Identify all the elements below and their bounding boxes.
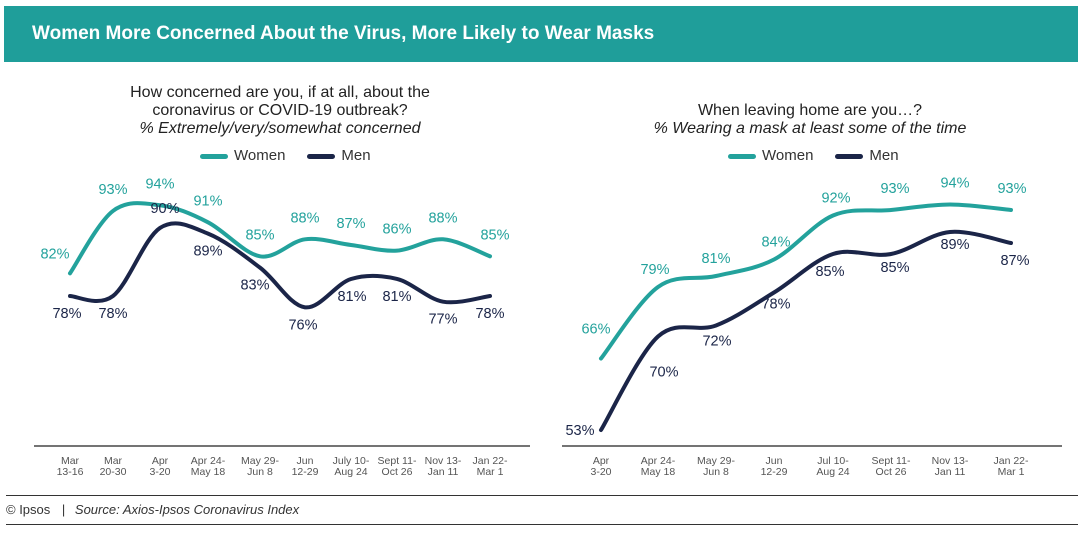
- chart1-x-tick-label: Jun: [297, 455, 314, 467]
- chart1-women-data-label: 91%: [193, 193, 222, 209]
- chart1-women-data-label: 88%: [428, 210, 457, 226]
- chart2-men-data-label: 78%: [761, 297, 790, 313]
- chart2-men-data-label: 89%: [940, 237, 969, 253]
- chart1-x-tick-label: Mar: [104, 455, 123, 467]
- chart1-x-tick-label: 3-20: [149, 466, 170, 478]
- chart1-women-data-label: 94%: [145, 176, 174, 192]
- chart1-x-tick-label: Aug 24: [334, 466, 367, 478]
- chart1-x-tick-label: 20-30: [100, 466, 127, 478]
- chart1-women-data-label: 93%: [98, 182, 127, 198]
- chart1-men-data-label: 81%: [337, 289, 366, 305]
- chart1-x-tick-label: Sept 11-: [378, 455, 417, 467]
- chart1-x-tick-label: Jan 11: [428, 466, 459, 478]
- chart2-title-line1: When leaving home are you…?: [697, 102, 923, 119]
- chart1-x-tick-label: Apr 24-: [191, 455, 226, 467]
- footer-divider-bottom: [6, 524, 1078, 525]
- chart2-x-tick-label: Apr: [593, 455, 610, 467]
- chart1-men-data-label: 83%: [240, 278, 269, 294]
- chart1-x-tick-label: July 10-: [333, 455, 370, 467]
- chart2-women-data-label: 93%: [880, 181, 909, 197]
- legend-men: Men: [835, 147, 899, 164]
- chart2-x-tick-label: Apr 24-: [641, 455, 676, 467]
- chart2-x-tick-label: Mar 1: [998, 466, 1025, 478]
- chart2-legend: Women Men: [728, 147, 899, 164]
- chart1-women-data-label: 85%: [480, 227, 509, 243]
- chart1-title-line2: coronavirus or COVID-19 outbreak?: [152, 102, 408, 119]
- chart1-x-tick-label: May 29-: [241, 455, 279, 467]
- chart1-women-data-label: 86%: [382, 222, 411, 238]
- chart2-women-data-label: 79%: [640, 262, 669, 278]
- chart1-x-tick-label: Jun 8: [247, 466, 273, 478]
- chart1-men-data-label: 78%: [98, 306, 127, 322]
- chart1-title-line1: How concerned are you, if at all, about …: [130, 84, 430, 101]
- chart1-men-data-label: 89%: [193, 244, 222, 260]
- chart2-men-data-label: 70%: [649, 365, 678, 381]
- page-title: Women More Concerned About the Virus, Mo…: [32, 23, 655, 44]
- chart1-men-data-label: 76%: [288, 317, 317, 333]
- chart2-x-tick-label: Sept 11-: [872, 455, 911, 467]
- chart2-women-data-label: 66%: [581, 322, 610, 338]
- chart1-men-data-label: 90%: [150, 201, 179, 217]
- footer-divider-top: [6, 495, 1078, 496]
- chart1-women-data-label: 82%: [40, 246, 69, 262]
- chart1-men-line: [68, 221, 492, 310]
- chart2-women-data-label: 94%: [940, 176, 969, 192]
- chart1-x-tick-label: Mar 1: [477, 466, 504, 478]
- chart1-men-data-label: 78%: [475, 306, 504, 322]
- title-banner: Women More Concerned About the Virus, Mo…: [4, 6, 1078, 62]
- chart1-men-data-label: 77%: [428, 312, 457, 328]
- chart2-women-data-label: 93%: [997, 181, 1026, 197]
- chart2-men-data-label: 85%: [880, 260, 909, 276]
- chart1-x-tick-label: May 18: [191, 466, 226, 478]
- chart2-x-tick-label: Jun 8: [703, 466, 729, 478]
- chart2-x-tick-label: May 18: [641, 466, 676, 478]
- legend-men: Men: [307, 147, 371, 164]
- chart1-women-data-label: 87%: [336, 216, 365, 232]
- chart2-subtitle: % Wearing a mask at least some of the ti…: [653, 120, 967, 137]
- chart2-women-data-label: 84%: [761, 235, 790, 251]
- chart1-women-line: [68, 201, 492, 276]
- chart1-x-tick-label: 12-29: [292, 466, 319, 478]
- chart1-legend: Women Men: [200, 147, 371, 164]
- chart1-women-data-label: 88%: [290, 210, 319, 226]
- chart2-men-data-label: 53%: [565, 423, 594, 439]
- chart2-x-tick-label: Jun: [766, 455, 783, 467]
- chart1-x-tick-label: Oct 26: [382, 466, 413, 478]
- chart2-x-tick-label: Jul 10-: [817, 455, 849, 467]
- chart2-x-tick-label: Jan 22-: [993, 455, 1029, 467]
- chart1-x-tick-label: Nov 13-: [425, 455, 462, 467]
- chart2-men-data-label: 85%: [815, 264, 844, 280]
- copyright: © Ipsos: [6, 502, 51, 517]
- chart2-women-data-label: 92%: [821, 191, 850, 207]
- chart1-x-tick-label: Apr: [152, 455, 169, 467]
- footer: © Ipsos | Source: Axios-Ipsos Coronaviru…: [6, 502, 299, 517]
- source-note: Source: Axios-Ipsos Coronavirus Index: [74, 502, 300, 517]
- chart1-subtitle: % Extremely/very/somewhat concerned: [139, 120, 421, 137]
- chart1-x-tick-label: Mar: [61, 455, 80, 467]
- chart2-title: When leaving home are you…? % Wearing a …: [600, 102, 1020, 138]
- chart2-x-tick-label: Jan 11: [935, 466, 966, 478]
- chart2-x-tick-label: May 29-: [697, 455, 735, 467]
- chart2-x-tick-label: 3-20: [590, 466, 611, 478]
- chart1-x-tick-label: 13-16: [57, 466, 84, 478]
- chart2-men-data-label: 87%: [1000, 253, 1029, 269]
- chart1-men-data-label: 78%: [52, 306, 81, 322]
- chart2-x-tick-label: Nov 13-: [932, 455, 969, 467]
- chart1-title: How concerned are you, if at all, about …: [80, 84, 480, 138]
- legend-women: Women: [200, 147, 285, 164]
- chart2-women-data-label: 81%: [701, 251, 730, 267]
- chart2-x-tick-label: Oct 26: [876, 466, 907, 478]
- chart1-women-data-label: 85%: [245, 227, 274, 243]
- chart1-men-data-label: 81%: [382, 289, 411, 305]
- chart2-x-tick-label: Aug 24: [816, 466, 849, 478]
- chart2-men-data-label: 72%: [702, 334, 731, 350]
- chart1-x-tick-label: Jan 22-: [472, 455, 508, 467]
- legend-women: Women: [728, 147, 813, 164]
- chart2-x-tick-label: 12-29: [761, 466, 788, 478]
- separator: |: [61, 502, 66, 517]
